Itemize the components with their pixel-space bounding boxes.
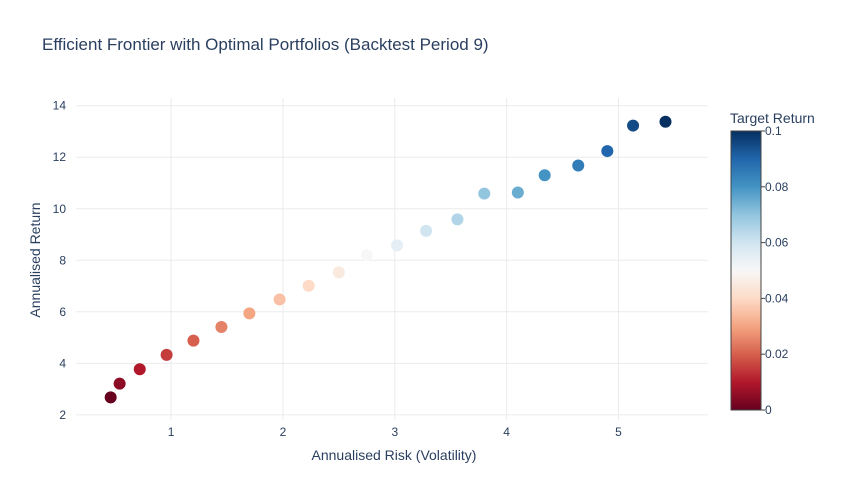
colorbar-tick-label: 0.1	[765, 124, 782, 138]
colorbar-gradient	[730, 130, 762, 411]
x-axis-ticks: 1 2 3 4 5	[168, 425, 622, 439]
data-point	[511, 186, 524, 199]
data-point	[659, 115, 672, 128]
colorbar-tick-label: 0.04	[765, 291, 789, 305]
data-point	[133, 363, 146, 376]
data-point	[601, 145, 614, 158]
colorbar-tick-label: 0.02	[765, 347, 789, 361]
data-point	[160, 348, 173, 361]
data-point	[332, 266, 345, 279]
data-point	[104, 391, 117, 404]
y-tick-label: 2	[59, 408, 66, 422]
x-tick-label: 5	[615, 425, 622, 439]
data-point	[273, 293, 286, 306]
x-tick-label: 3	[391, 425, 398, 439]
data-point	[538, 169, 551, 182]
y-tick-label: 12	[53, 150, 67, 164]
x-tick-label: 4	[503, 425, 510, 439]
x-axis-title: Annualised Risk (Volatility)	[312, 447, 477, 463]
gridlines	[76, 98, 708, 420]
y-axis-title: Annualised Return	[27, 202, 43, 317]
colorbar-tick-label: 0	[765, 403, 772, 417]
x-tick-label: 1	[168, 425, 175, 439]
data-point	[420, 224, 433, 237]
y-tick-label: 8	[59, 253, 66, 267]
colorbar-ticks: 0 0.02 0.04 0.06 0.08 0.1	[761, 124, 789, 417]
colorbar-title: Target Return	[730, 110, 815, 126]
y-axis-ticks: 2 4 6 8 10 12 14	[53, 99, 67, 422]
y-tick-label: 6	[59, 305, 66, 319]
data-point	[215, 321, 228, 334]
y-tick-label: 14	[53, 99, 67, 113]
data-point	[451, 213, 464, 226]
colorbar-tick-label: 0.06	[765, 236, 789, 250]
colorbar-tick-label: 0.08	[765, 180, 789, 194]
y-tick-label: 10	[53, 202, 67, 216]
data-point	[360, 249, 373, 262]
data-points	[104, 115, 672, 404]
data-point	[243, 307, 256, 320]
data-point	[391, 239, 404, 252]
data-point	[113, 377, 126, 390]
data-point	[302, 279, 315, 292]
y-tick-label: 4	[59, 356, 66, 370]
data-point	[627, 119, 640, 132]
data-point	[572, 159, 585, 172]
data-point	[478, 187, 491, 200]
colorbar: Target Return 0 0.02 0.04 0.06 0.08 0.1	[730, 110, 815, 417]
data-point	[187, 334, 200, 347]
chart-title: Efficient Frontier with Optimal Portfoli…	[42, 35, 489, 54]
x-tick-label: 2	[280, 425, 287, 439]
